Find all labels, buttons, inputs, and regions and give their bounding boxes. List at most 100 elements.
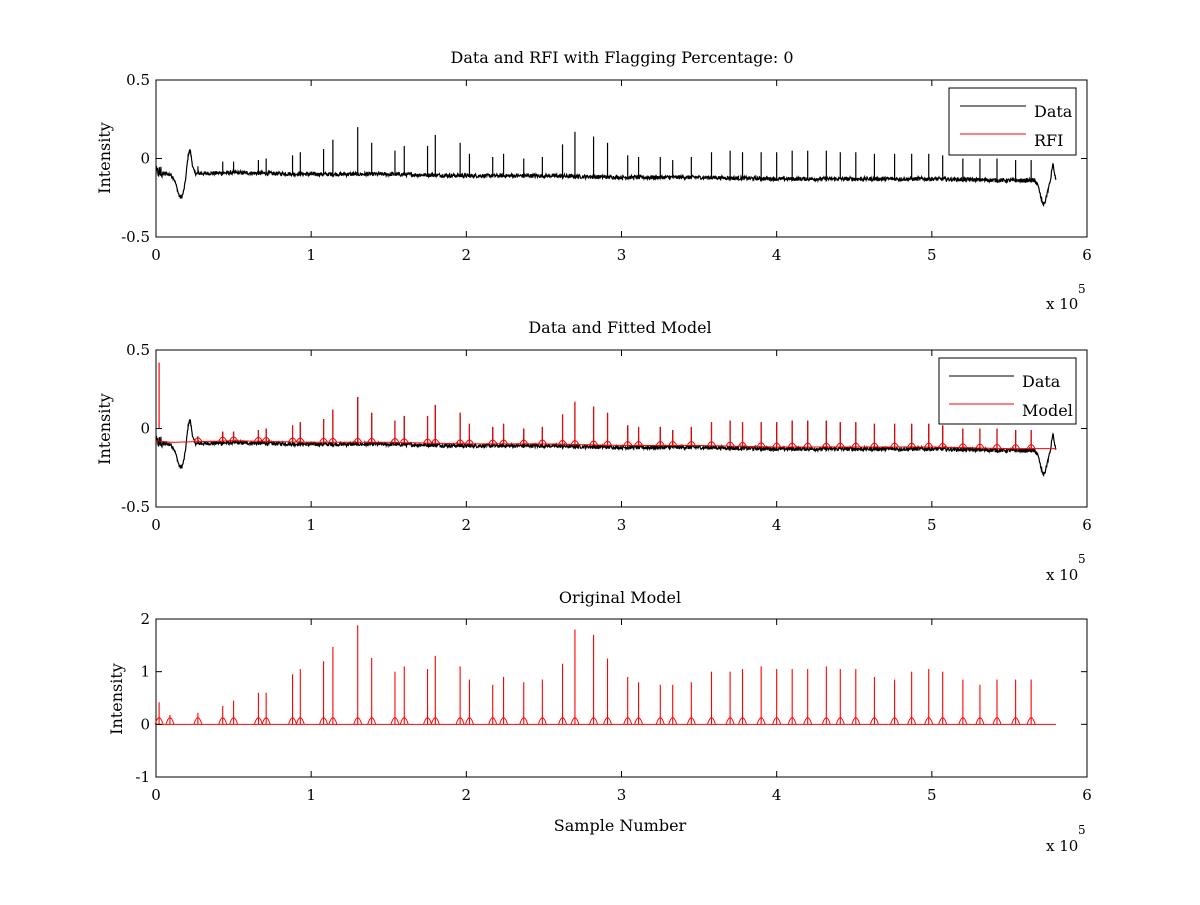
panel1-title: Data and RFI with Flagging Percentage: 0 [450, 48, 793, 67]
panel3-model-peak-base [399, 717, 409, 725]
panel-data-rfi: Data and RFI with Flagging Percentage: 0… [95, 48, 1092, 313]
panel2-model-peak-base [1026, 444, 1036, 449]
panel3-model-peak-base [851, 717, 861, 725]
panel3-model-peak-base [570, 717, 580, 725]
panel3-model-peak-base [890, 717, 900, 725]
panel2-ylabel: Intensity [95, 393, 114, 465]
panel2-ytick-label: 0.5 [126, 341, 150, 359]
panel3-model-peak-base [924, 717, 934, 725]
panel2-model-peak-base [253, 436, 263, 442]
panel3-model-peak-base [154, 717, 164, 725]
panel2-model-peak-base [218, 436, 228, 442]
panel3-model-peak-base [1026, 717, 1036, 725]
panel2-legend-data-label: Data [1022, 372, 1061, 391]
panel2-model-peak-base [634, 441, 644, 446]
panel2-xtick-label: 4 [772, 516, 782, 534]
panel3-model-peak-base [655, 717, 665, 725]
panel1-xtick-label: 1 [306, 246, 316, 264]
panel3-model-peak-base [975, 717, 985, 725]
panel2-model-peak-base [787, 442, 797, 448]
panel3-model-peak-base [1011, 717, 1021, 725]
panel-fitted-model: Data and Fitted Model 0 1 2 3 4 5 6-0.500.5 In… [95, 318, 1092, 584]
panel2-model-peak-base [803, 442, 813, 448]
panel3-model-peak-base [938, 717, 948, 725]
panel3-model-peak-base [423, 717, 433, 725]
panel3-model-peak-base [803, 717, 813, 725]
panel3-xtick-label: 0 [151, 786, 161, 804]
panel3-model-peak-base [668, 717, 678, 725]
panel3-model-peak-base [165, 717, 175, 725]
panel3-xtick-label: 5 [927, 786, 937, 804]
panel3-model-peak-base [707, 717, 716, 725]
panel3-x-exponent-base: x 10 [1046, 837, 1078, 855]
panel2-model-peak-base [992, 443, 1002, 449]
panel2-ytick-label: -0.5 [121, 498, 150, 516]
panel2-xtick-label: 5 [927, 516, 937, 534]
panel3-ytick-label: 2 [140, 610, 150, 628]
panel2-model-peak-base [261, 436, 271, 442]
panel3-model-peak-base [488, 717, 498, 725]
panel3-axes-box [155, 618, 1088, 778]
panel2-model-peak-base [430, 438, 440, 444]
panel3-xtick-label: 6 [1082, 786, 1092, 804]
panel2-ytick-label: 0 [140, 420, 150, 438]
panel3-model-peak-base [738, 717, 748, 725]
panel2-model-peak-base [772, 442, 782, 448]
panel2-model-peak-base [288, 437, 297, 443]
panel3-model-peak-base [821, 717, 831, 725]
panel1-xtick-label: 6 [1082, 246, 1092, 264]
panel3-model-peak-base [390, 717, 400, 725]
panel3-model-peak-base [229, 717, 239, 725]
panel1-series [155, 127, 1057, 207]
panel2-model-peak-base [835, 442, 845, 448]
panel1-xtick-label: 3 [617, 246, 627, 264]
panel2-xtick-label: 1 [306, 516, 316, 534]
panel2-model-peak-base [938, 442, 948, 448]
panel2-model-peak-base [707, 441, 716, 446]
panel3-model-peak-base [623, 717, 633, 725]
panel3-model-peak-base [353, 717, 363, 725]
panel3-model-peak-base [455, 717, 465, 725]
panel3-ytick-label: -1 [135, 768, 150, 786]
panel1-x-exponent-base: x 10 [1046, 295, 1078, 313]
panel1-legend-data-label: Data [1034, 102, 1073, 121]
panel3-model-peak-base [958, 717, 968, 725]
panel2-model-peak-base [924, 442, 934, 448]
panel3-xtick-label: 3 [617, 786, 627, 804]
panel2-model-peak-base [353, 437, 363, 443]
panel1-ytick-label: 0.5 [126, 71, 150, 89]
panel3-model-peak-base [261, 717, 271, 725]
panel1-legend-rfi-label: RFI [1034, 131, 1063, 150]
panel2-model-peak-base [464, 439, 474, 445]
panel2-title: Data and Fitted Model [528, 318, 711, 337]
panel3-model-peak-base [328, 717, 338, 725]
panel1-ytick-label: 0 [140, 150, 150, 168]
panel2-model-peak-base [399, 438, 409, 443]
panel2-model-peak-base [499, 439, 509, 445]
panel1-xtick-label: 4 [772, 246, 782, 264]
panel2-model-peak-base [537, 439, 547, 445]
panel2-model-peak-base [193, 437, 203, 442]
panel2-legend-box [938, 357, 1077, 425]
panel2-model-peak-base [851, 442, 861, 448]
panel3-model-peak-base [772, 717, 782, 725]
panel2-xtick-label: 3 [617, 516, 627, 534]
panel3-ytick-label: 1 [140, 663, 150, 681]
panel3-model-peak-base [589, 717, 599, 725]
panel3-model-peak-base [907, 717, 917, 725]
panel2-model-peak-base [295, 437, 305, 443]
panel1-legend: Data RFI [948, 87, 1077, 156]
panel2-ticks: 0 1 2 3 4 5 6-0.500.5 [121, 341, 1092, 534]
panel2-model-peak-base [821, 442, 831, 448]
panel3-model-peak-base [430, 717, 440, 725]
panel2-legend: Data Model [938, 357, 1077, 425]
panel2-model-peak-base [589, 440, 599, 446]
panel2-model-peak-base [686, 441, 696, 446]
panel2-model-peak-base [890, 442, 900, 448]
panel2-model-line [155, 440, 1056, 450]
panel3-model-peak-base [787, 717, 797, 725]
panel2-model-peak-base [623, 441, 633, 446]
